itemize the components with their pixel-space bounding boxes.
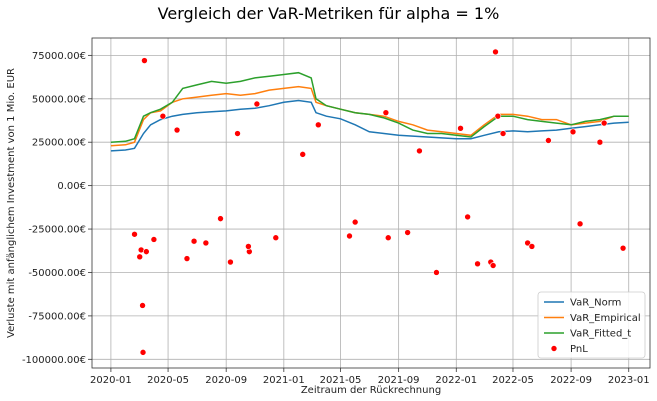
- y-tick-label: -25000.00€: [28, 225, 86, 236]
- pnl-point: [131, 230, 138, 238]
- pnl-point: [596, 138, 604, 146]
- pnl-point: [489, 262, 497, 269]
- x-tick-label: 2022-05: [492, 375, 534, 386]
- x-tick-label: 2021-01: [263, 375, 305, 386]
- plot-frame: [91, 37, 651, 369]
- pnl-point: [136, 253, 144, 261]
- pnl-point: [494, 112, 502, 120]
- pnl-point: [524, 239, 531, 247]
- pnl-point: [315, 121, 322, 129]
- series-line-var-norm: [110, 99, 629, 152]
- pnl-point: [382, 109, 390, 116]
- pnl-point: [384, 234, 392, 242]
- pnl-point: [190, 237, 198, 245]
- x-tick-label: 2022-09: [550, 375, 592, 386]
- pnl-point: [139, 349, 147, 356]
- pnl-point: [141, 57, 148, 64]
- y-tick-labels: 75000.00€ 50000.00€ 25000.00€ 0.00€ -25000.0…: [22, 51, 92, 366]
- pnl-point: [143, 248, 150, 255]
- pnl-point: [346, 232, 353, 240]
- pnl-point: [150, 236, 158, 243]
- pnl-point: [227, 258, 234, 266]
- series-line-var-fitted-t: [110, 71, 629, 143]
- pnl-point: [299, 151, 307, 158]
- pnl-point: [234, 130, 241, 137]
- pnl-point: [159, 112, 167, 120]
- x-tick-label: 2020-05: [147, 375, 189, 386]
- x-tick-label: 2021-05: [320, 375, 362, 386]
- y-axis-label: Verluste mit anfänglichem Investment von…: [6, 68, 17, 338]
- pnl-point: [202, 239, 210, 247]
- pnl-point: [457, 125, 464, 132]
- series-line-var-empirical: [110, 85, 629, 147]
- pnl-point: [183, 255, 191, 262]
- y-tick-label: 75000.00€: [32, 51, 86, 62]
- pnl-point: [433, 269, 440, 276]
- x-tick-labels: 2020-01 2020-05 2020-09 2021-01 2021-05 2021-…: [90, 368, 650, 386]
- y-tick-label: 50000.00€: [32, 94, 86, 105]
- legend-label: VaR_Empirical: [570, 313, 641, 324]
- legend-box: [537, 291, 646, 359]
- legend-label: VaR_Fitted_t: [570, 329, 631, 340]
- pnl-point: [464, 213, 471, 221]
- x-tick-label: 2022-01: [435, 375, 477, 386]
- y-tick-label: 25000.00€: [32, 138, 86, 149]
- x-tick-label: 2021-09: [378, 375, 420, 386]
- pnl-point: [576, 220, 584, 228]
- legend: VaR_Norm VaR_Empirical VaR_Fitted_t PnL: [537, 291, 646, 359]
- pnl-point: [474, 260, 481, 268]
- pnl-point: [499, 130, 507, 137]
- pnl-point: [245, 243, 252, 250]
- pnl-point: [253, 100, 261, 108]
- pnl-point: [619, 244, 627, 252]
- x-axis-label: Zeitraum der Rückrechnung: [301, 385, 441, 396]
- pnl-point: [600, 119, 608, 127]
- x-tick-label: 2020-09: [205, 375, 247, 386]
- pnl-point: [272, 234, 280, 242]
- pnl-point: [173, 126, 181, 134]
- pnl-point: [492, 48, 499, 56]
- series-layer: [110, 71, 629, 152]
- pnl-points: [131, 48, 627, 356]
- legend-swatch: [550, 345, 558, 352]
- pnl-point: [528, 243, 536, 250]
- pnl-point: [139, 302, 146, 309]
- pnl-point: [351, 218, 359, 226]
- y-tick-label: 0.00€: [57, 181, 86, 192]
- y-tick-label: -75000.00€: [28, 311, 86, 322]
- legend-label: PnL: [570, 344, 588, 355]
- x-tick-label: 2020-01: [90, 375, 132, 386]
- chart-title: Vergleich der VaR-Metriken für alpha = 1…: [157, 4, 500, 23]
- pnl-point: [217, 215, 224, 222]
- x-tick-label: 2023-01: [608, 375, 650, 386]
- pnl-point: [545, 137, 552, 144]
- pnl-point: [416, 147, 423, 155]
- pnl-point: [569, 128, 577, 136]
- y-tick-label: -100000.00€: [22, 355, 86, 366]
- y-tick-label: -50000.00€: [28, 268, 86, 279]
- legend-label: VaR_Norm: [570, 298, 621, 309]
- pnl-point: [404, 229, 411, 236]
